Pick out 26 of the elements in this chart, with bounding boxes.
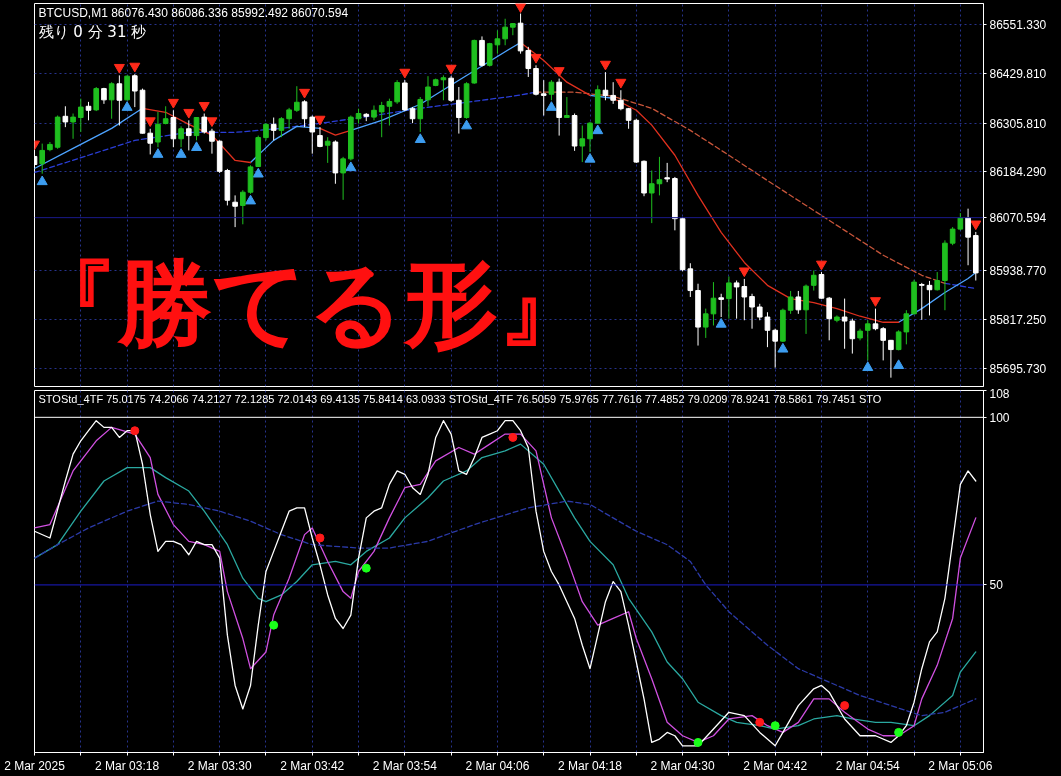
y-tick-label: 86305.810 xyxy=(989,116,1047,131)
y-tick-label: 100 xyxy=(989,410,1010,425)
y-tick-label: 86184.290 xyxy=(989,165,1047,180)
x-tick-label: 2 Mar 04:30 xyxy=(650,758,715,773)
x-tick-label: 2 Mar 03:18 xyxy=(95,758,160,773)
y-tick-label: 86551.330 xyxy=(989,18,1047,33)
x-tick-label: 2 Mar 04:42 xyxy=(743,758,808,773)
annotation: 残り 0 分 31 秒 xyxy=(38,22,147,41)
y-tick-label: 85817.250 xyxy=(989,312,1047,327)
y-tick-label: 85695.730 xyxy=(989,361,1047,376)
x-tick-label: 2 Mar 2025 xyxy=(4,758,66,773)
y-tick-label: 86429.810 xyxy=(989,66,1047,81)
x-tick-label: 2 Mar 03:42 xyxy=(280,758,345,773)
x-tick-label: 2 Mar 04:06 xyxy=(465,758,530,773)
y-tick-label: 50 xyxy=(989,578,1004,593)
y-tick-label: 85938.770 xyxy=(989,264,1047,279)
x-tick-label: 2 Mar 03:54 xyxy=(372,758,438,773)
x-tick-label: 2 Mar 04:54 xyxy=(835,758,901,773)
x-tick-label: 2 Mar 03:30 xyxy=(187,758,253,773)
chart-title: BTCUSD,M1 86076.430 86086.336 85992.492 86070.594 xyxy=(38,5,349,20)
chart-title: STOStd_4TF 75.0175 74.2066 74.2127 72.1285 72.0143 69.4135 75.8414 63.0933 STOStd_4TF 76.5059 75.9765 77.7616 77.4852 79.0209 78.9241 78.5861 79.7451 STO xyxy=(38,392,882,405)
y-tick-label: 108 xyxy=(989,386,1010,401)
ref-line-label: 86070.594 xyxy=(989,211,1047,226)
annotation: 『勝てる形』 xyxy=(23,249,592,358)
x-tick-label: 2 Mar 04:18 xyxy=(557,758,623,773)
x-tick-label: 2 Mar 05:06 xyxy=(928,758,993,773)
